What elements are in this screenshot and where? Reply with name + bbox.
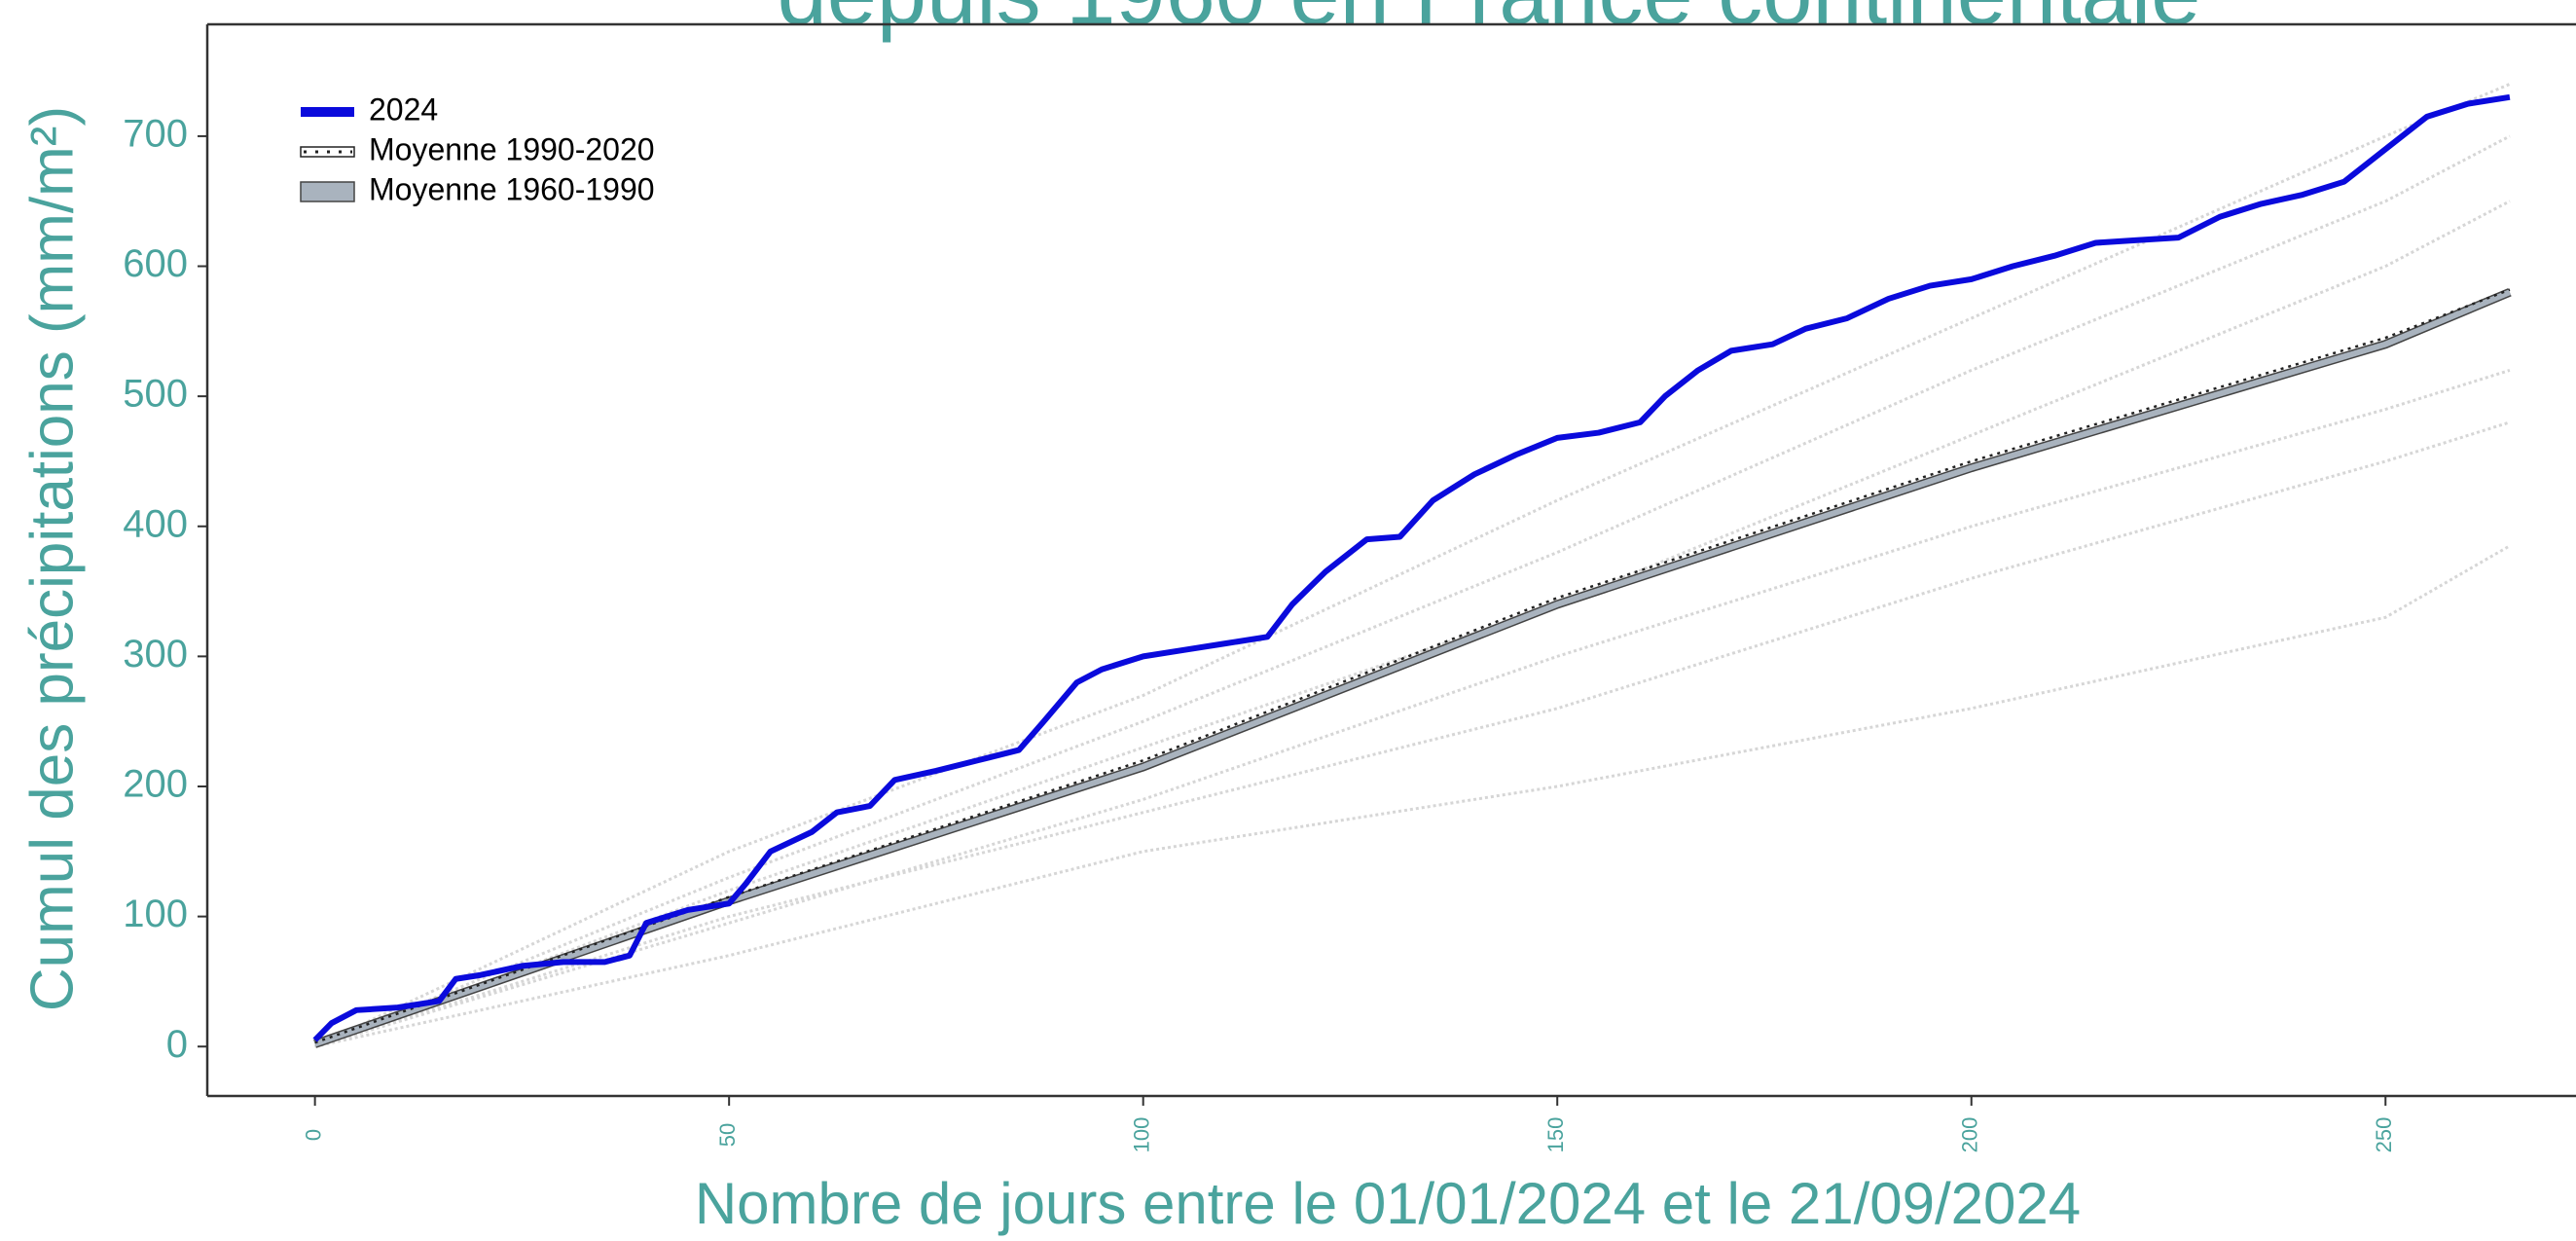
history-line	[314, 200, 2511, 1048]
legend-swatch	[301, 107, 354, 117]
line	[312, 93, 2511, 1042]
history-line	[314, 544, 2511, 1048]
legend-label: Moyenne 1960-1990	[369, 171, 655, 206]
legend-item: 2024	[301, 91, 438, 127]
history-line	[314, 368, 2511, 1048]
y-tick-label: 100	[123, 893, 188, 935]
x-tick-label: 50	[715, 1123, 740, 1147]
history-line	[313, 83, 2511, 1048]
y-tick-label: 200	[123, 763, 188, 806]
y-tick-label: 500	[123, 373, 188, 416]
x-axis-label: Nombre de jours entre le 01/01/2024 et l…	[695, 1171, 2081, 1236]
x-tick-label: 250	[2372, 1117, 2396, 1153]
history-line	[314, 134, 2511, 1048]
chart-title: depuis 1960 en France continentale	[778, 0, 2201, 43]
y-tick-label: 700	[123, 112, 188, 155]
y-tick-label: 400	[123, 502, 188, 545]
x-tick-label: 200	[1958, 1117, 1982, 1153]
mean-line	[314, 288, 2511, 1044]
x-tick-label: 0	[301, 1129, 325, 1141]
y-axis-label: Cumul des précipitations (mm/m²)	[18, 106, 86, 1011]
legend-label: Moyenne 1990-2020	[369, 131, 655, 166]
legend-item: Moyenne 1990-2020	[300, 131, 655, 166]
x-tick-label: 150	[1543, 1117, 1568, 1153]
y-tick-label: 0	[166, 1023, 188, 1066]
legend-swatch	[300, 181, 355, 202]
history-line	[314, 420, 2511, 1048]
legend-label: 2024	[369, 91, 438, 127]
y-tick-label: 600	[123, 242, 188, 285]
y-tick-label: 300	[123, 633, 188, 675]
legend-item: Moyenne 1960-1990	[300, 171, 655, 206]
x-tick-label: 100	[1129, 1117, 1153, 1153]
